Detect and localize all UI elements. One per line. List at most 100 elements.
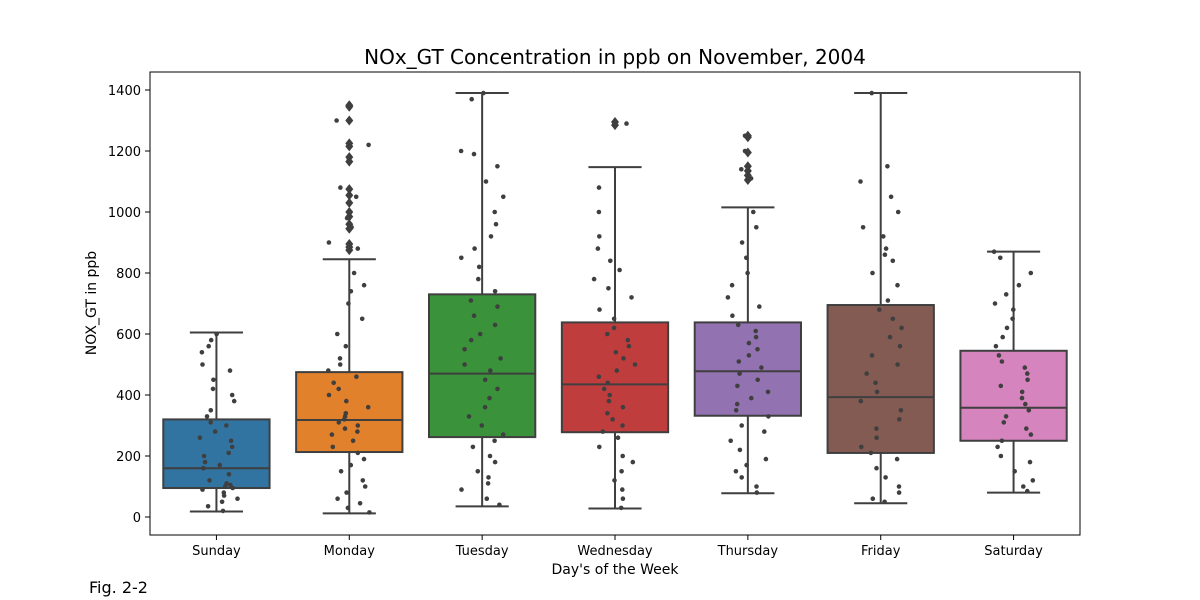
data-point: [1025, 488, 1030, 494]
data-point: [492, 289, 498, 294]
data-point: [459, 487, 464, 492]
data-point: [755, 347, 760, 352]
data-point: [485, 481, 491, 486]
outlier-marker: [345, 138, 354, 149]
data-point: [1022, 365, 1028, 370]
data-point: [459, 255, 464, 261]
data-point: [210, 386, 216, 392]
data-point: [361, 456, 367, 462]
data-point: [357, 501, 363, 506]
data-point: [362, 484, 368, 489]
data-point: [746, 340, 752, 346]
data-point: [606, 286, 611, 291]
data-point: [498, 356, 503, 361]
data-point: [619, 469, 624, 474]
data-point: [735, 322, 741, 328]
data-point: [331, 380, 337, 386]
data-point: [611, 325, 617, 331]
data-point: [344, 398, 349, 404]
data-point: [751, 209, 756, 215]
data-point: [888, 194, 894, 200]
outlier-marker: [743, 161, 752, 172]
data-point: [755, 377, 760, 383]
data-point: [359, 316, 365, 322]
data-point: [206, 343, 211, 349]
data-point: [749, 395, 754, 401]
data-point: [877, 307, 882, 312]
data-point: [1030, 478, 1036, 483]
data-point: [991, 249, 997, 254]
data-point: [754, 225, 759, 230]
data-point: [868, 450, 874, 456]
data-point: [488, 234, 494, 239]
data-point: [620, 496, 626, 502]
data-point: [874, 389, 880, 395]
data-point: [597, 307, 602, 312]
data-point: [618, 505, 624, 511]
data-point: [617, 267, 622, 273]
outlier-marker: [345, 190, 354, 201]
data-point: [231, 398, 237, 404]
data-point: [611, 316, 617, 322]
data-point: [744, 255, 749, 261]
y-tick-label: 0: [133, 511, 141, 526]
data-point: [351, 270, 357, 276]
data-point: [1012, 469, 1017, 474]
x-tick-label: Friday: [861, 544, 901, 559]
data-point: [354, 374, 359, 380]
data-point: [208, 408, 214, 413]
data-point: [897, 417, 902, 422]
x-tick-label: Saturday: [984, 544, 1043, 559]
data-point: [344, 490, 349, 495]
data-point: [1001, 420, 1007, 425]
data-point: [874, 426, 879, 431]
y-axis-label: NOX_GT in ppb: [84, 251, 100, 356]
data-point: [605, 411, 610, 416]
data-point: [998, 453, 1004, 459]
data-point: [227, 368, 233, 373]
data-point: [754, 490, 760, 495]
y-tick-label: 600: [116, 328, 141, 343]
data-point: [759, 365, 764, 370]
data-point: [224, 481, 229, 486]
data-point: [728, 438, 733, 444]
data-point: [329, 432, 335, 437]
data-point: [739, 423, 744, 428]
data-point: [492, 209, 498, 215]
data-point: [626, 343, 632, 349]
iqr-box: [959, 349, 1068, 442]
data-point: [468, 298, 474, 303]
data-point: [462, 347, 467, 352]
data-point: [483, 179, 489, 184]
y-tick-label: 1400: [108, 84, 141, 99]
data-point: [1025, 377, 1030, 383]
data-point: [336, 420, 342, 425]
data-point: [361, 282, 367, 288]
data-point: [326, 240, 332, 245]
data-point: [355, 246, 361, 251]
data-point: [338, 469, 344, 474]
data-point: [200, 487, 205, 492]
axes: 0 200 400 600 800 1000 1200 1400 Sunday Monday Tue…: [108, 71, 1081, 559]
data-point: [1026, 408, 1032, 413]
data-point: [894, 456, 900, 462]
data-point: [995, 444, 1000, 450]
iqr-box: [560, 321, 670, 434]
data-point: [1023, 401, 1028, 407]
data-point: [348, 289, 354, 294]
data-point: [762, 429, 767, 434]
data-point: [214, 331, 219, 337]
data-point: [757, 304, 762, 309]
x-tick-label: Monday: [324, 544, 376, 559]
data-point: [897, 343, 903, 349]
x-tick-label: Thursday: [717, 544, 779, 559]
data-point: [481, 90, 486, 96]
data-point: [601, 386, 607, 392]
data-point: [613, 350, 619, 355]
data-point: [220, 508, 226, 514]
data-point: [896, 484, 902, 489]
data-point: [1003, 414, 1009, 419]
data-point: [1011, 307, 1016, 312]
data-point: [620, 453, 625, 459]
data-point: [733, 469, 739, 474]
